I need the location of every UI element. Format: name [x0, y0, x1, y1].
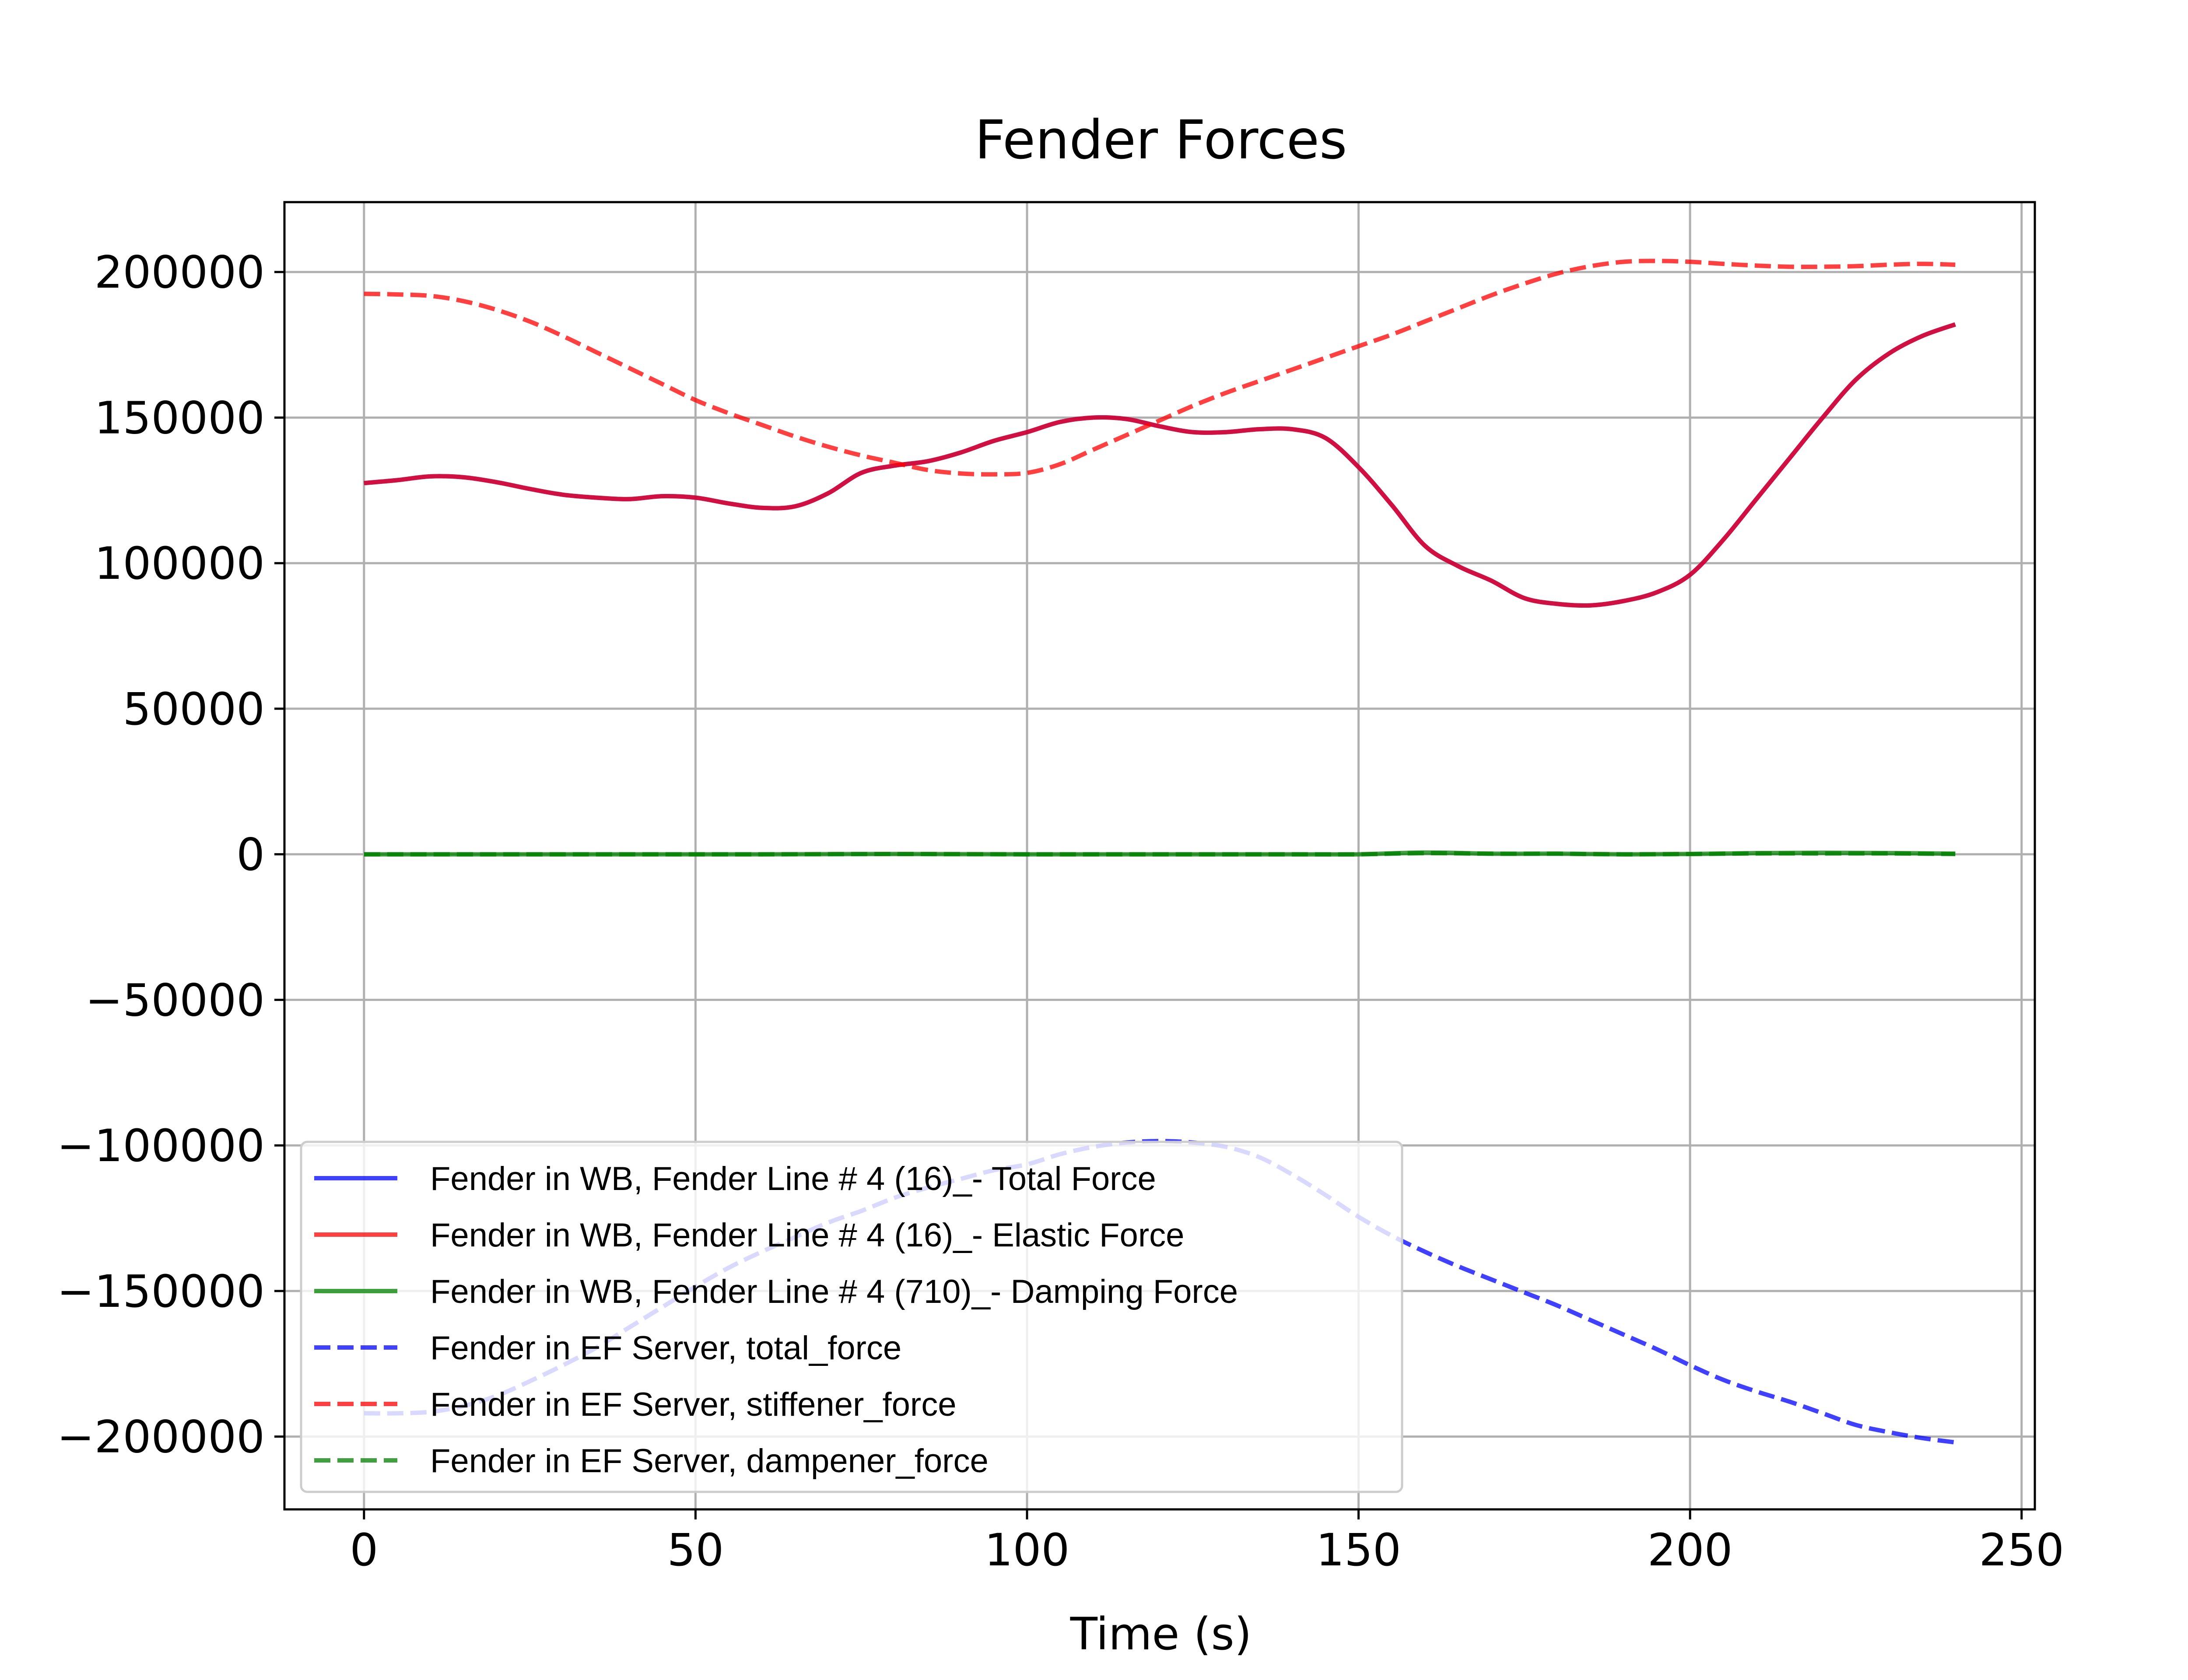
x-tick-label: 100	[985, 1524, 1070, 1576]
series-line-6	[364, 850, 1956, 857]
y-tick-label: 0	[236, 829, 265, 881]
legend-label-5: Fender in EF Server, stiffener_force	[430, 1386, 957, 1423]
legend-label-1: Fender in WB, Fender Line # 4 (16)_- Tot…	[430, 1160, 1156, 1197]
legend: Fender in WB, Fender Line # 4 (16)_- Tot…	[300, 1141, 1403, 1493]
y-tick-label: 200000	[95, 247, 265, 299]
legend-box	[300, 1141, 1403, 1493]
legend-label-3: Fender in WB, Fender Line # 4 (710)_- Da…	[430, 1273, 1238, 1310]
chart-title: Fender Forces	[975, 109, 1347, 171]
y-tick-label: −100000	[57, 1120, 265, 1172]
y-tick-label: 50000	[123, 683, 265, 735]
legend-label-4: Fender in EF Server, total_force	[430, 1330, 901, 1367]
legend-label-6: Fender in EF Server, dampener_force	[430, 1442, 989, 1480]
legend-label-2: Fender in WB, Fender Line # 4 (16)_- Ela…	[430, 1217, 1184, 1254]
y-tick-label: 100000	[95, 538, 265, 590]
ticks: 0 50 100 150 200 250 200000 150000 100000 50000 0 −…	[57, 247, 2064, 1576]
x-tick-label: 250	[1979, 1524, 2064, 1576]
y-tick-label: 150000	[95, 392, 265, 444]
x-tick-label: 200	[1648, 1524, 1733, 1576]
x-tick-label: 150	[1316, 1524, 1401, 1576]
axes-frame	[283, 201, 2036, 1511]
x-tick-label: 0	[350, 1524, 378, 1576]
series-line-5	[364, 259, 1956, 477]
y-tick-label: −200000	[57, 1411, 265, 1463]
y-tick-label: −150000	[57, 1266, 265, 1318]
x-axis-label: Time (s)	[1070, 1608, 1252, 1660]
series-line-2	[364, 322, 1956, 608]
x-tick-label: 50	[667, 1524, 724, 1576]
y-tick-label: −50000	[85, 974, 265, 1026]
